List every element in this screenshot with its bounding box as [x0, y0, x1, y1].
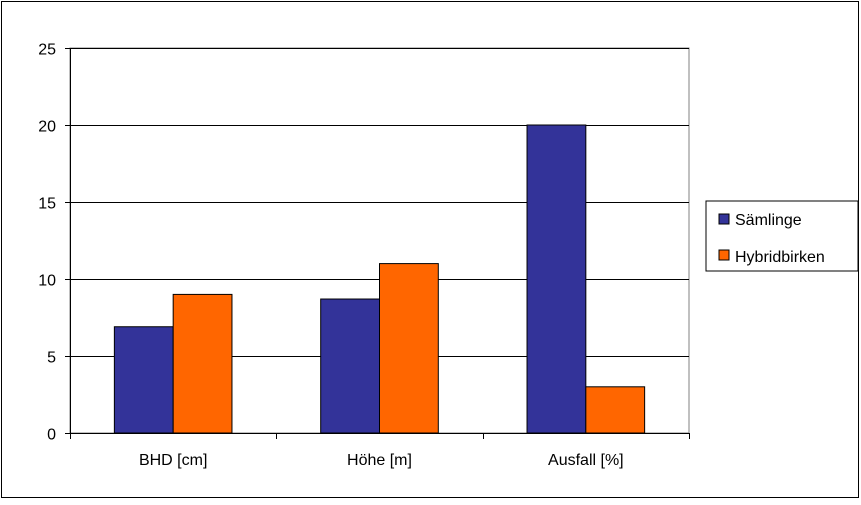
- legend-label-hybridbirken: Hybridbirken: [735, 249, 825, 266]
- y-tick-label-25: 25: [38, 42, 56, 59]
- y-tick-label-0: 0: [47, 427, 56, 444]
- legend-label-samlinge: Sämlinge: [735, 212, 802, 229]
- x-tick-label-ausfall: Ausfall [%]: [548, 452, 624, 469]
- legend-swatch-samlinge: [718, 213, 730, 225]
- bar-bhd-cm-series-0: [113, 326, 174, 434]
- bar-h-he-m-series-0: [320, 298, 381, 434]
- legend: Sämlinge Hybridbirken: [705, 200, 859, 272]
- bar-bhd-cm-series-1: [172, 293, 233, 434]
- y-tick-label-10: 10: [38, 273, 56, 290]
- y-tick-label-5: 5: [47, 350, 56, 367]
- y-tick-label-15: 15: [38, 196, 56, 213]
- bar-ausfall-series-1: [585, 386, 646, 434]
- legend-swatch-hybridbirken: [718, 249, 730, 261]
- y-tick-label-20: 20: [38, 119, 56, 136]
- legend-box: [705, 200, 859, 272]
- x-tick-label-h-he-m: Höhe [m]: [347, 452, 412, 469]
- bar-h-he-m-series-1: [379, 263, 439, 434]
- x-tick-label-bhd-cm: BHD [cm]: [139, 452, 207, 469]
- bar-ausfall-series-0: [526, 124, 587, 434]
